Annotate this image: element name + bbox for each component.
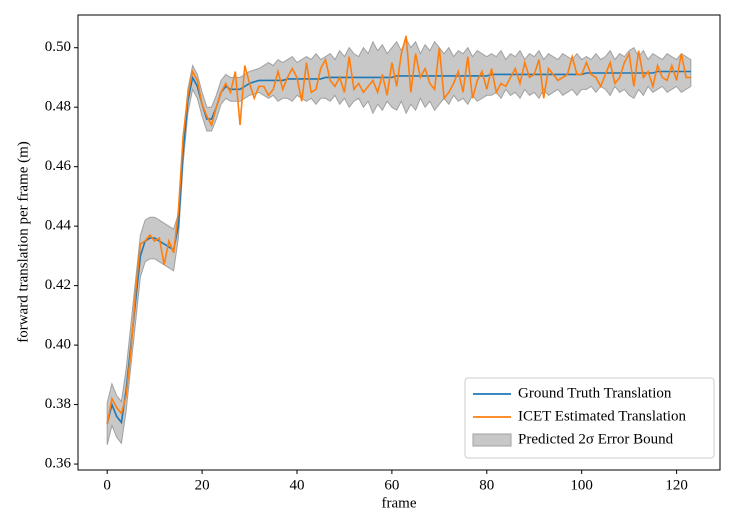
y-tick-label: 0.46 <box>45 158 72 174</box>
x-tick-label: 40 <box>289 477 304 493</box>
x-tick-label: 120 <box>665 477 688 493</box>
y-tick-label: 0.42 <box>45 277 71 293</box>
plot-frame <box>77 14 721 471</box>
y-tick-label: 0.36 <box>45 455 72 471</box>
legend-box <box>464 377 715 459</box>
x-axis-label: frame <box>382 495 417 511</box>
x-tick-label: 0 <box>103 477 111 493</box>
y-tick-label: 0.48 <box>45 99 71 115</box>
x-tick-label: 60 <box>384 477 399 493</box>
y-tick-label: 0.38 <box>45 396 71 412</box>
series-line <box>106 70 691 425</box>
y-axis-label: forward translation per frame (m) <box>15 141 31 343</box>
x-tick-label: 20 <box>195 477 210 493</box>
y-tick-label: 0.40 <box>45 337 71 353</box>
legend-label: Ground Truth Translation <box>518 385 672 401</box>
series-line <box>106 35 691 425</box>
legend-swatch <box>472 433 512 447</box>
y-tick-label: 0.44 <box>45 218 72 234</box>
x-tick-label: 80 <box>479 477 494 493</box>
legend-label: ICET Estimated Translation <box>518 408 687 424</box>
y-tick-label: 0.50 <box>45 39 71 55</box>
x-tick-label: 100 <box>570 477 593 493</box>
legend-label: Predicted 2σ Error Bound <box>518 431 674 447</box>
